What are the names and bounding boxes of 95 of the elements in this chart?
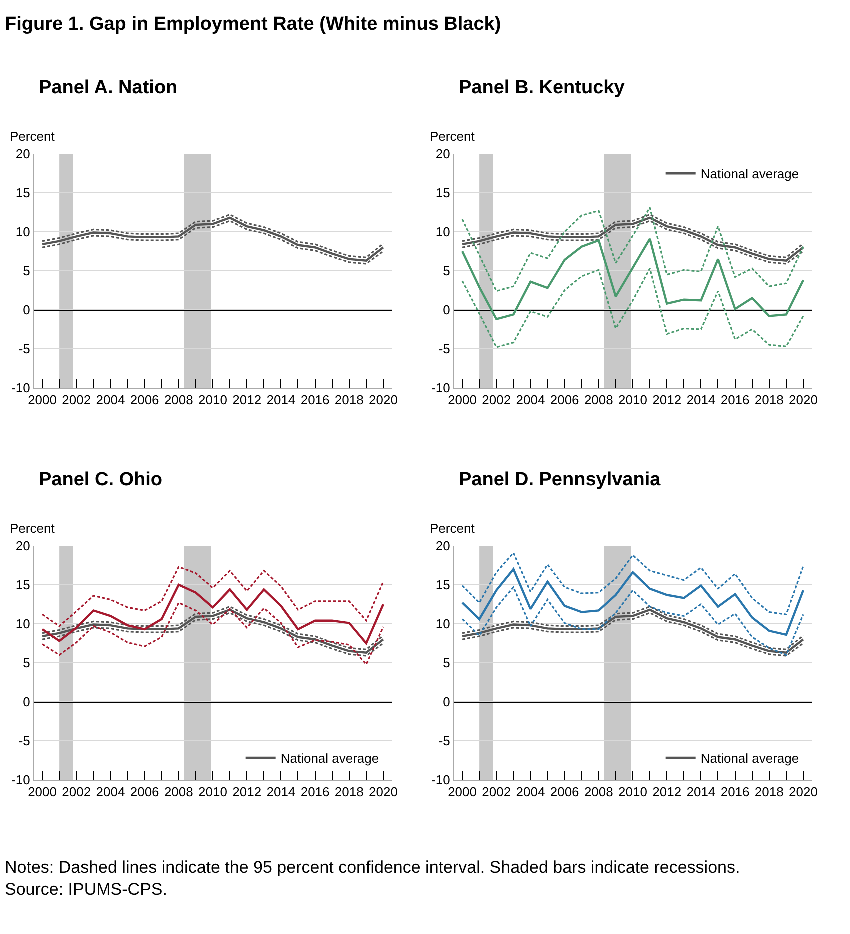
x-tick-label: 2012 <box>652 392 682 408</box>
y-tick-label: 0 <box>23 302 30 318</box>
y-tick-label: -10 <box>432 380 450 396</box>
y-tick-label: 5 <box>23 264 30 279</box>
y-tick-label: 20 <box>436 538 450 554</box>
text: Figure 1. Gap in Employment Rate (White minus Black) <box>4 14 502 36</box>
source-note: Source: IPUMS-CPS. <box>5 879 168 901</box>
x-tick-label: 2002 <box>62 392 92 408</box>
x-tick-label: 2012 <box>232 392 262 408</box>
y-tick-label: 10 <box>436 616 450 632</box>
x-tick-label: 2012 <box>232 784 262 800</box>
y-tick-label: -5 <box>438 342 450 357</box>
x-tick-label: 2010 <box>198 392 228 408</box>
chart-title: Panel B. Kentucky <box>459 77 626 98</box>
x-tick-label: 2004 <box>96 784 126 800</box>
x-tick-label: 2006 <box>550 784 580 800</box>
y-tick-label: -10 <box>432 772 450 788</box>
x-tick-label: 2014 <box>266 784 296 800</box>
x-tick-label: 2020 <box>789 784 818 800</box>
x-tick-label: 2014 <box>266 392 296 408</box>
x-tick-label: 2002 <box>482 392 512 408</box>
x-tick-label: 2018 <box>754 392 784 408</box>
line-series <box>462 586 804 656</box>
x-tick-label: 2014 <box>686 784 716 800</box>
y-tick-label: 5 <box>443 264 450 279</box>
y-tick-label: -5 <box>18 342 30 357</box>
x-tick-label: 2004 <box>516 784 546 800</box>
x-tick-label: 2010 <box>618 784 648 800</box>
x-tick-label: 2012 <box>652 784 682 800</box>
y-tick-label: 10 <box>436 224 450 240</box>
y-tick-label: 20 <box>16 146 30 162</box>
text: Notes: Dashed lines indicate the 95 percent confidence interval. Shaded bars indicate recessions. <box>5 857 742 879</box>
x-tick-label: 2016 <box>720 784 750 800</box>
line-series <box>41 584 385 645</box>
chart-title: Panel C. Ohio <box>39 469 163 490</box>
y-axis-title: Percent <box>430 129 476 144</box>
x-tick-label: 2008 <box>584 392 614 408</box>
line-series <box>462 552 804 616</box>
line-series <box>462 207 804 292</box>
x-tick-label: 2018 <box>334 392 364 408</box>
x-tick-label: 2006 <box>130 784 160 800</box>
y-tick-label: 10 <box>16 224 30 240</box>
y-tick-label: 5 <box>23 656 30 671</box>
x-tick-label: 2020 <box>789 392 818 408</box>
x-tick-label: 2016 <box>720 392 750 408</box>
y-tick-label: 0 <box>23 694 30 710</box>
x-tick-label: 2018 <box>754 784 784 800</box>
x-tick-label: 2006 <box>130 392 160 408</box>
y-axis-title: Percent <box>430 521 476 536</box>
x-tick-label: 2004 <box>96 392 126 408</box>
y-tick-label: -10 <box>12 380 30 396</box>
y-tick-label: 20 <box>436 146 450 162</box>
x-tick-label: 2008 <box>584 784 614 800</box>
line-series <box>461 238 805 320</box>
x-tick-label: 2002 <box>482 784 512 800</box>
x-tick-label: 2008 <box>164 392 194 408</box>
line-series <box>461 568 805 636</box>
legend-label: National average <box>700 166 800 182</box>
line-series <box>42 602 384 666</box>
x-tick-label: 2002 <box>62 784 92 800</box>
x-tick-label: 2016 <box>300 392 330 408</box>
chart-title: Panel D. Pennsylvania <box>459 469 662 490</box>
y-axis-title: Percent <box>10 129 56 144</box>
y-tick-label: 0 <box>443 694 450 710</box>
x-tick-label: 2010 <box>618 392 648 408</box>
x-tick-label: 2016 <box>300 784 330 800</box>
x-tick-label: 2006 <box>550 392 580 408</box>
y-tick-label: 15 <box>436 578 450 593</box>
chart-title: Panel A. Nation <box>39 77 178 98</box>
x-tick-label: 2000 <box>28 784 57 800</box>
legend-label: National average <box>700 751 800 766</box>
line-series <box>462 268 804 348</box>
x-tick-label: 2000 <box>448 784 477 800</box>
y-tick-label: 15 <box>436 186 450 201</box>
y-tick-label: -10 <box>12 772 30 788</box>
x-tick-label: 2014 <box>686 392 716 408</box>
y-tick-label: 15 <box>16 578 30 593</box>
x-tick-label: 2020 <box>369 392 398 408</box>
y-tick-label: 0 <box>443 302 450 318</box>
y-tick-label: -5 <box>18 734 30 749</box>
y-tick-label: 5 <box>443 656 450 671</box>
y-tick-label: 15 <box>16 186 30 201</box>
y-tick-label: 20 <box>16 538 30 554</box>
x-tick-label: 2018 <box>334 784 364 800</box>
legend-label: National average <box>280 751 380 766</box>
x-tick-label: 2004 <box>516 392 546 408</box>
y-tick-label: 10 <box>16 616 30 632</box>
x-tick-label: 2010 <box>198 784 228 800</box>
x-tick-label: 2008 <box>164 784 194 800</box>
x-tick-label: 2000 <box>448 392 477 408</box>
y-axis-title: Percent <box>10 521 56 536</box>
x-tick-label: 2000 <box>28 392 57 408</box>
y-tick-label: -5 <box>438 734 450 749</box>
x-tick-label: 2020 <box>369 784 398 800</box>
line-series <box>42 566 384 628</box>
